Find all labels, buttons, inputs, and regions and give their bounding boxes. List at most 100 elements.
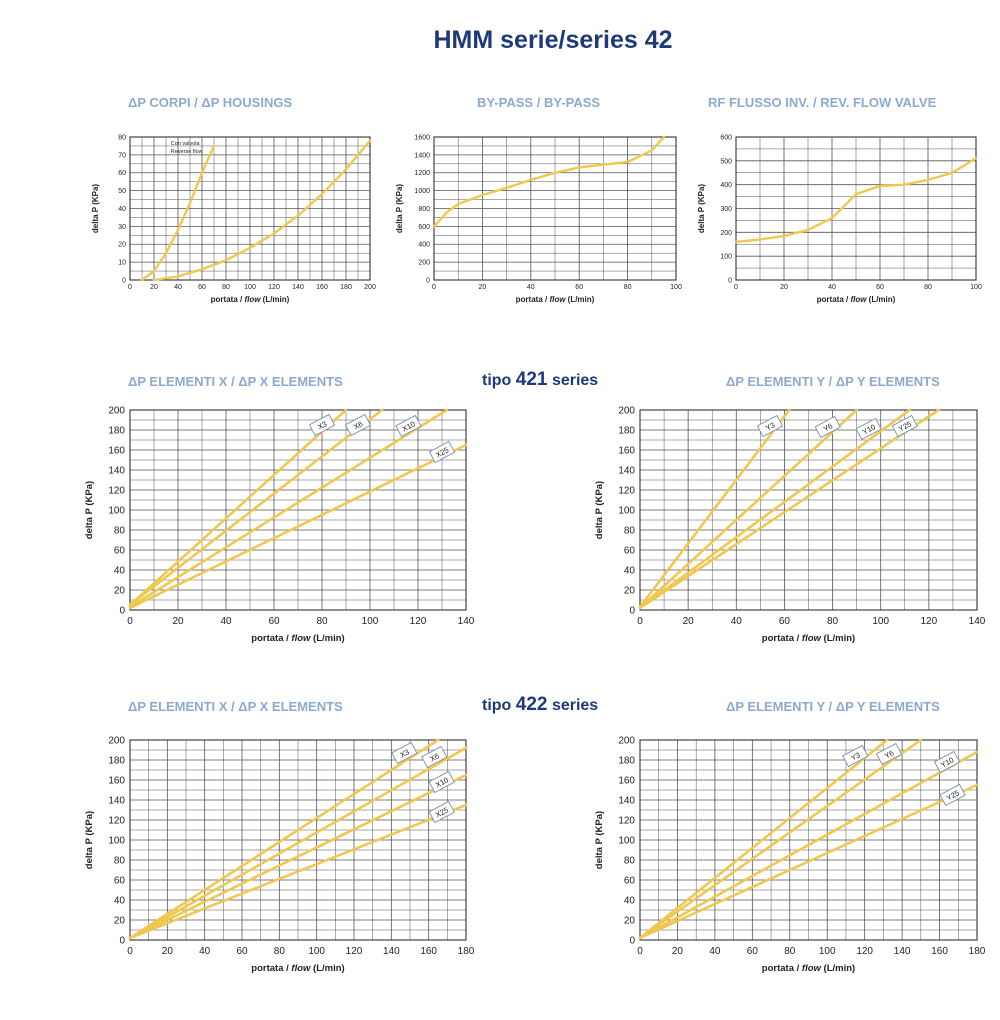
y-tick-label: 160 — [108, 446, 125, 457]
y-tick-label: 120 — [618, 816, 635, 827]
y-tick-label: 100 — [618, 836, 635, 847]
y-tick-label: 60 — [624, 546, 636, 557]
y-tick-label: 60 — [118, 170, 126, 177]
series-tag-box — [939, 783, 966, 807]
y-tick-label: 40 — [114, 566, 126, 577]
x-tick-label: 100 — [872, 616, 889, 627]
y-tick-label: 120 — [108, 486, 125, 497]
x-tick-label: 20 — [172, 616, 184, 627]
y-tick-label: 200 — [618, 736, 635, 747]
x-axis-label-part: (L/min) — [565, 295, 594, 304]
x-axis-label-part: portata / — [516, 295, 550, 304]
x-axis-label-part: flow — [291, 633, 311, 644]
x-tick-label: 80 — [316, 616, 328, 627]
x-axis-label: portata / flow (L/min) — [251, 633, 344, 644]
series-tag-box — [344, 413, 372, 437]
tipo-suffix: series — [551, 697, 599, 714]
y-tick-label: 300 — [720, 206, 732, 213]
y-tick-label: 20 — [114, 586, 126, 597]
y-tick-label: 50 — [118, 188, 126, 195]
series-tag-label: Y6 — [822, 421, 834, 433]
series-tag-box — [756, 414, 784, 438]
tipo-421-label: tipo 421 series — [482, 369, 598, 391]
y-tick-label: 0 — [119, 936, 125, 947]
x-tick-label: 100 — [308, 946, 325, 957]
series-tag: Y10 — [933, 750, 961, 774]
x-tick-label: 160 — [420, 946, 437, 957]
y-tick-label: 80 — [624, 856, 636, 867]
x-tick-label: 80 — [924, 284, 932, 291]
tipo-suffix: series — [551, 372, 599, 389]
plot-frame — [129, 739, 467, 941]
x-tick-label: 20 — [162, 946, 174, 957]
x-tick-label: 20 — [479, 284, 487, 291]
chart-title-y422: ΔP ELEMENTI Y / ΔP Y ELEMENTS — [726, 699, 940, 714]
tipo-422-label: tipo 422 series — [482, 694, 598, 716]
y-tick-label: 140 — [618, 796, 635, 807]
x-axis-label-part: flow — [244, 295, 261, 304]
page-title: HMM serie/series 42 — [433, 26, 673, 54]
x-tick-label: 0 — [127, 946, 133, 957]
y-tick-label: 400 — [720, 182, 732, 189]
y-tick-label: 200 — [108, 406, 125, 417]
series-tag-box — [421, 745, 448, 769]
series-tag-label: X3 — [316, 419, 328, 431]
series-tag-box — [875, 742, 903, 766]
y-tick-label: 120 — [108, 816, 125, 827]
y-tick-label: 20 — [624, 916, 636, 927]
y-tick-label: 400 — [418, 242, 430, 249]
y-tick-label: 20 — [114, 916, 126, 927]
y-tick-label: 20 — [118, 242, 126, 249]
x-axis-label-part: portata / — [251, 963, 291, 974]
x-axis-label-part: flow — [802, 963, 822, 974]
x-axis-label-part: flow — [291, 963, 311, 974]
x-tick-label: 40 — [174, 284, 182, 291]
y-tick-label: 60 — [114, 876, 126, 887]
series-line — [638, 738, 923, 940]
chart-y422: 0 20 40 60 80 100 120 140 160 180 0 20 40 60 80 100 120 1… — [594, 736, 986, 975]
x-tick-label: 80 — [274, 946, 286, 957]
series-line — [638, 408, 791, 609]
x-tick-label: 20 — [683, 616, 695, 627]
x-tick-label: 20 — [150, 284, 158, 291]
series-tag-box — [391, 741, 418, 765]
y-axis-label: delta P (KPa) — [91, 184, 100, 234]
series-line — [432, 135, 666, 228]
x-tick-label: 140 — [969, 616, 986, 627]
plot-frame — [129, 409, 467, 611]
y-tick-label: 1000 — [414, 188, 430, 195]
x-axis-label-part: (L/min) — [821, 633, 855, 644]
series-tag-box — [428, 440, 456, 464]
series-tag: Y6 — [875, 742, 903, 766]
x-tick-label: 0 — [128, 284, 132, 291]
y-tick-label: 600 — [418, 224, 430, 231]
y-tick-label: 200 — [720, 230, 732, 237]
chart-rfvalve: 0 20 40 60 80 100 0 100 200 300 400 500 600 portata /… — [697, 134, 982, 304]
chart-title-y421: ΔP ELEMENTI Y / ΔP Y ELEMENTS — [726, 374, 940, 389]
x-axis-label-part: (L/min) — [821, 963, 855, 974]
chart-housings: 0 20 40 60 80 100 120 140 160 180 200 0 10 20 30 40 50 60… — [91, 134, 376, 304]
series-tag: Y6 — [814, 415, 841, 439]
y-tick-label: 800 — [418, 206, 430, 213]
series-tag: X6 — [421, 745, 448, 769]
x-axis-label: portata / flow (L/min) — [516, 295, 595, 304]
x-tick-label: 60 — [575, 284, 583, 291]
x-axis-label-part: (L/min) — [310, 633, 344, 644]
series-tag-box — [933, 750, 961, 774]
x-tick-label: 60 — [876, 284, 884, 291]
x-tick-label: 0 — [127, 616, 133, 627]
x-tick-label: 180 — [969, 946, 986, 957]
series-tag: X3 — [308, 413, 336, 437]
y-axis-label: delta P (KPa) — [84, 811, 95, 869]
y-tick-label: 160 — [108, 776, 125, 787]
tipo-prefix: tipo — [482, 697, 512, 714]
chart-bypass: 0 20 40 60 80 1000200400600800100012001400160… — [395, 134, 682, 304]
y-tick-label: 60 — [624, 876, 636, 887]
series-tag-box — [308, 413, 336, 437]
y-tick-label: 80 — [114, 856, 126, 867]
x-tick-label: 120 — [921, 616, 938, 627]
x-tick-label: 140 — [894, 946, 911, 957]
y-tick-label: 180 — [618, 756, 635, 767]
x-tick-label: 40 — [527, 284, 535, 291]
series-tag-label: X3 — [398, 747, 410, 759]
